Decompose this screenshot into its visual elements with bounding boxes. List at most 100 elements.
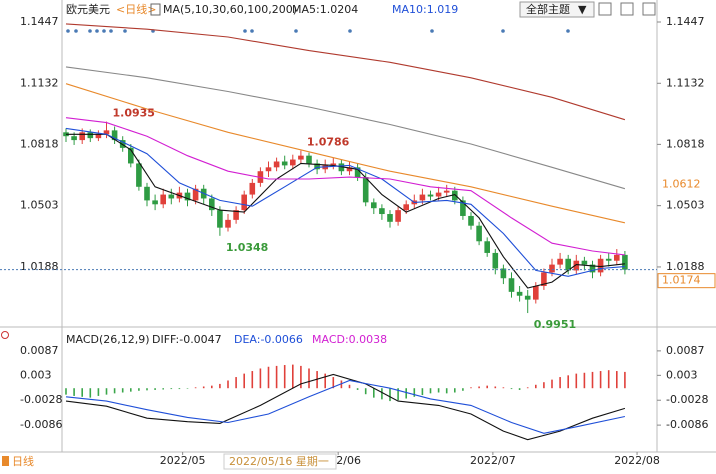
macd-bar: [543, 382, 545, 389]
macd-bar: [186, 388, 189, 389]
icon[interactable]: [1, 331, 9, 339]
y-tick-label: -0.0086: [666, 418, 708, 431]
theme-button[interactable]: [519, 1, 595, 18]
y-tick-label: 1.0188: [666, 260, 705, 273]
candle-body: [128, 147, 134, 164]
ma5-label: MA5:1.0204: [292, 3, 358, 16]
candle-body: [443, 190, 450, 193]
candle-body: [541, 272, 547, 287]
macd-bar: [332, 377, 335, 389]
candle-body: [354, 167, 361, 178]
macd-bar: [356, 388, 359, 390]
period-label[interactable]: 日线: [12, 454, 34, 468]
candle-body: [573, 260, 580, 271]
macd-bar: [348, 384, 351, 389]
candle-body: [225, 219, 231, 228]
y-tick-label: 1.1132: [666, 76, 705, 89]
candle-body: [508, 278, 515, 292]
macd-bar: [559, 377, 561, 389]
candle-body: [192, 188, 199, 201]
macd-bar: [170, 388, 173, 390]
candle-body: [103, 130, 110, 135]
candle-body: [387, 214, 393, 222]
macd-bar: [478, 386, 480, 389]
macd-bar: [502, 387, 505, 389]
macd-bar: [454, 388, 456, 393]
macd-label: MACD:0.0038: [312, 333, 387, 346]
candle-body: [314, 163, 320, 170]
candle-body: [346, 167, 353, 172]
candle-body: [136, 163, 142, 187]
candle-body: [484, 241, 490, 253]
macd-bar: [607, 370, 610, 389]
macd-bar: [421, 388, 424, 396]
line: [66, 133, 625, 289]
macd-bar: [616, 371, 618, 389]
macd-bar: [445, 388, 448, 394]
macd-bar: [381, 388, 383, 400]
macd-bar: [567, 375, 569, 389]
candle-body: [371, 202, 377, 209]
price-tag-box: [658, 177, 715, 192]
crosshair-label: 2022/05/16 星期一: [229, 455, 329, 468]
macd-bar: [324, 373, 326, 389]
candle-body: [338, 163, 345, 172]
candle-body: [524, 295, 531, 300]
diff-label: DIFF:-0.0047: [152, 333, 222, 346]
candle-body: [265, 167, 272, 172]
icon[interactable]: [150, 3, 161, 16]
macd-bar: [405, 388, 407, 399]
candle-body: [306, 155, 312, 164]
macd-bar: [389, 388, 391, 402]
dropdown-arrow[interactable]: ▼: [578, 3, 587, 16]
macd-bar: [462, 388, 464, 391]
macd-bar: [105, 388, 108, 395]
macd-bar: [243, 373, 245, 389]
candle-body: [330, 163, 337, 166]
annotation: 1.0348: [226, 241, 268, 254]
theme-button-text[interactable]: 全部主题: [526, 2, 570, 16]
macd-bar: [510, 388, 513, 390]
macd-bar: [575, 373, 578, 389]
macd-bar: [599, 371, 602, 389]
icon[interactable]: [620, 2, 634, 16]
crosshair-box: [223, 453, 337, 470]
macd-bar: [518, 388, 521, 390]
macd-bar: [494, 386, 497, 389]
y-tick-label: 0.003: [666, 368, 698, 381]
price-tag: 1.0612: [662, 177, 701, 190]
candle-body: [241, 194, 247, 211]
candle-body: [71, 136, 77, 141]
candle-body: [403, 204, 409, 211]
macd-bar: [235, 377, 237, 389]
macd-bar: [178, 388, 181, 390]
icon[interactable]: [598, 2, 612, 16]
icon[interactable]: [642, 2, 656, 16]
candle-body: [362, 177, 369, 203]
candle-body: [144, 186, 150, 201]
macd-bar: [486, 385, 488, 389]
macd-bar: [413, 388, 416, 397]
candle-body: [597, 258, 604, 273]
candle-body: [160, 194, 166, 205]
candle-body: [549, 264, 555, 273]
dea-label: DEA:-0.0066: [234, 333, 303, 346]
y-tick-label: -0.0028: [666, 393, 708, 406]
y-tick-label: 1.0503: [666, 199, 705, 212]
candle-body: [298, 155, 304, 160]
macd-bar: [300, 365, 302, 389]
macd-bar: [591, 371, 594, 389]
ma-params: MA(5,10,30,60,100,200): [163, 3, 297, 16]
icon: [2, 456, 9, 466]
macd-bar: [81, 388, 83, 397]
candle-body: [614, 254, 620, 261]
y-tick-label: 0.0087: [666, 344, 705, 357]
macd-bar: [551, 379, 553, 389]
line: [65, 117, 625, 256]
y-tick-label: 1.1447: [666, 15, 705, 28]
macd-bar: [292, 364, 294, 389]
candle-body: [533, 286, 539, 300]
candle-body: [452, 190, 458, 201]
y-tick-label: -0.0086: [20, 418, 62, 431]
